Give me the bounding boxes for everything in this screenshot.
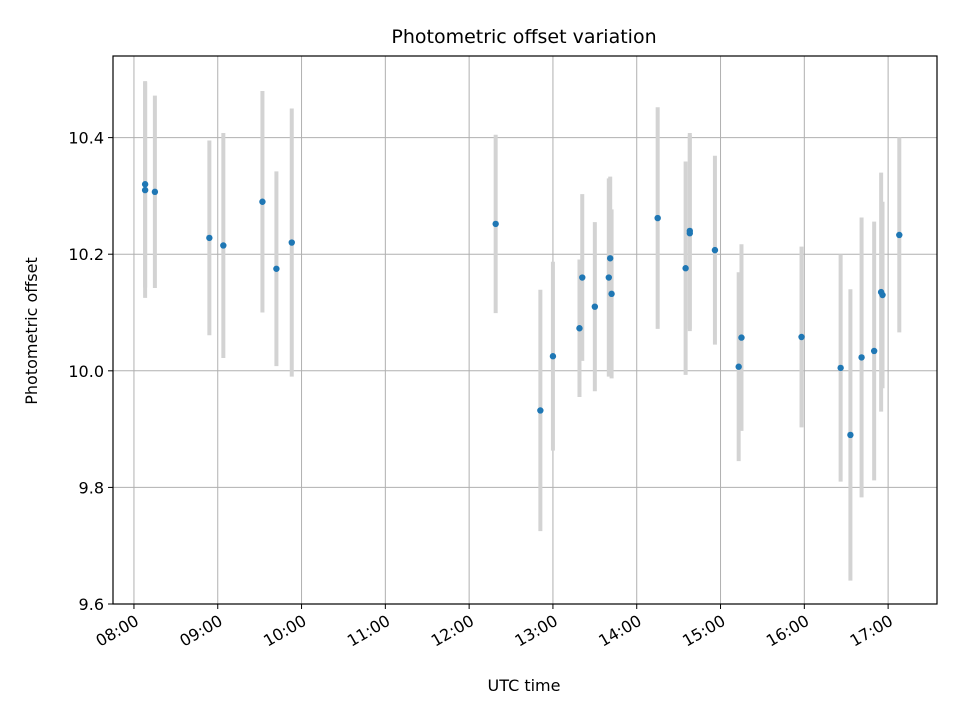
plot-frame [112, 55, 938, 605]
data-point [654, 214, 661, 222]
data-point [537, 407, 544, 414]
data-point [141, 186, 149, 194]
data-point [605, 274, 612, 281]
data-point [576, 325, 583, 332]
chart-title: Photometric offset variation [391, 26, 656, 48]
y-tick-label: 9.8 [79, 478, 104, 497]
y-tick-label: 10.4 [68, 129, 104, 148]
data-point [141, 181, 149, 188]
y-tick-label: 10.0 [68, 362, 104, 381]
data-point [682, 265, 689, 272]
data-point [606, 255, 614, 262]
data-point [896, 231, 903, 239]
data-point [220, 242, 227, 249]
data-point [858, 354, 865, 361]
y-axis-label: Photometric offset [22, 257, 41, 405]
data-point [259, 198, 266, 205]
data-point [492, 220, 499, 228]
data-point [738, 334, 745, 341]
data-point [837, 364, 844, 372]
data-point [273, 265, 280, 272]
point-layer [141, 181, 903, 439]
data-point [735, 363, 742, 370]
data-point [591, 303, 599, 310]
data-point [847, 431, 854, 439]
data-point [686, 230, 693, 237]
data-point [549, 353, 557, 360]
data-point [870, 347, 878, 355]
y-tick-label: 10.2 [68, 245, 104, 264]
data-point [798, 333, 805, 341]
data-point [288, 239, 295, 246]
data-point [579, 274, 586, 281]
x-axis-label: UTC time [488, 676, 561, 695]
data-point [151, 188, 159, 196]
y-tick-label: 9.6 [79, 595, 104, 614]
data-point [711, 246, 719, 254]
data-point [206, 234, 213, 242]
data-point [608, 290, 615, 298]
data-point [879, 291, 886, 299]
